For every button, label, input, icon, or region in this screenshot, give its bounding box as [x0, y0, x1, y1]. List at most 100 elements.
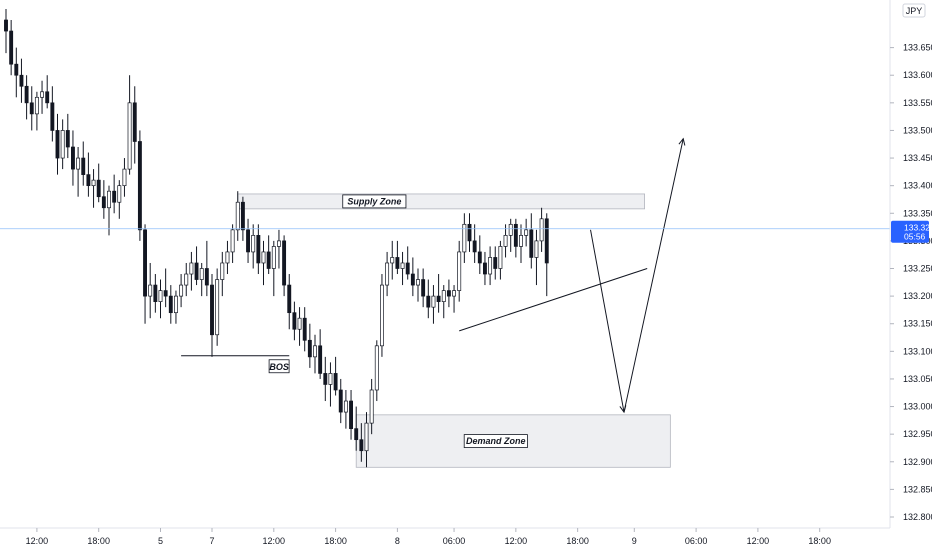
- candle: [148, 262, 153, 319]
- candle-body-up: [343, 400, 348, 413]
- candle: [462, 213, 467, 263]
- candle-body-up: [400, 262, 405, 269]
- candle: [96, 163, 101, 203]
- candle-body-down: [163, 290, 168, 297]
- candle-body-up: [390, 257, 395, 264]
- candle-body-down: [282, 240, 287, 286]
- candle-body-up: [225, 251, 230, 264]
- candle-body-down: [14, 63, 19, 76]
- time-axis[interactable]: 12:00 18:00 5 7 12:00 18:00 8 06:00 12:00 18:00 9 0…: [26, 528, 831, 546]
- candle: [282, 235, 287, 297]
- currency-badge[interactable]: [902, 3, 926, 18]
- price-tick-label: 133.350: [903, 208, 932, 218]
- candle: [271, 240, 276, 297]
- time-tick-label: 12:00: [26, 536, 49, 546]
- candle-body-down: [45, 91, 50, 104]
- candle: [81, 141, 86, 186]
- candle-body-up: [122, 168, 127, 187]
- candle: [452, 285, 457, 313]
- candle-body-up: [416, 279, 420, 286]
- candle: [307, 323, 312, 368]
- candle-body-down: [323, 373, 328, 385]
- candle-body-down: [4, 19, 8, 32]
- supply-zone-label-box: [342, 194, 407, 209]
- candle: [333, 356, 338, 396]
- price-tick-label: 133.600: [903, 70, 932, 80]
- candle: [65, 113, 70, 159]
- time-tick-label: 12:00: [263, 536, 286, 546]
- projection-arrowhead-up: [678, 137, 686, 146]
- candle: [410, 257, 415, 297]
- time-tick-label: 9: [632, 536, 637, 546]
- price-tick-label: 133.550: [903, 98, 932, 108]
- candle-body-up: [76, 157, 81, 170]
- candle-body-up: [328, 373, 333, 385]
- candle: [60, 119, 65, 170]
- candle: [199, 262, 204, 297]
- projection-arrowhead-down: [619, 405, 627, 414]
- candle-body-down: [421, 279, 426, 297]
- candle: [220, 251, 225, 297]
- candle-body-up: [251, 235, 256, 253]
- candle: [328, 362, 333, 407]
- candle-body-down: [405, 262, 410, 275]
- candle-body-down: [359, 439, 364, 452]
- candle: [240, 196, 245, 241]
- candle-body-down: [132, 102, 137, 142]
- candle-body-up: [235, 201, 240, 231]
- candle: [194, 246, 199, 286]
- candle-body-up: [189, 262, 194, 275]
- candle: [210, 274, 214, 357]
- candle-body-up: [431, 295, 436, 308]
- candle-body-down: [194, 262, 199, 280]
- candle-body-down: [240, 201, 245, 231]
- candle-body-up: [184, 273, 189, 286]
- price-tick-label: 133.100: [903, 346, 932, 356]
- candle: [4, 8, 8, 54]
- candle-body-up: [503, 235, 508, 247]
- candle: [137, 130, 142, 241]
- candle-body-up: [313, 345, 317, 358]
- candle-body-up: [174, 295, 178, 314]
- candle: [34, 91, 39, 131]
- candle-body-down: [112, 190, 117, 203]
- candle-body-down: [50, 102, 55, 131]
- candle: [323, 356, 328, 402]
- candle-body-up: [271, 246, 276, 269]
- candle-body-up: [220, 262, 225, 280]
- candle-body-up: [215, 279, 220, 336]
- price-axis[interactable]: 132.800 132.850 132.900 132.950 133.000 133.0…: [890, 43, 932, 522]
- candle: [477, 235, 482, 275]
- candle: [70, 130, 75, 186]
- candle-body-down: [65, 130, 70, 148]
- candle: [467, 213, 472, 252]
- price-tick-label: 132.950: [903, 429, 932, 439]
- bos-label: BOS: [269, 362, 289, 372]
- candle: [127, 75, 132, 175]
- candle: [472, 224, 477, 263]
- candle: [338, 378, 343, 424]
- candle: [225, 240, 230, 275]
- candle: [277, 229, 281, 269]
- candle: [251, 224, 256, 269]
- candle: [50, 86, 55, 142]
- candle: [483, 251, 487, 286]
- drawings-layer: BOS: [181, 137, 686, 414]
- candle-body-down: [338, 389, 343, 413]
- candle: [421, 268, 426, 308]
- price-tick-label: 133.200: [903, 291, 932, 301]
- candle: [235, 191, 240, 241]
- candle: [158, 279, 163, 319]
- candle: [441, 285, 446, 319]
- candle-body-down: [153, 284, 158, 302]
- time-tick-label: 06:00: [443, 536, 466, 546]
- candle: [287, 274, 292, 330]
- price-tick-label: 132.850: [903, 484, 932, 494]
- candle-body-down: [24, 85, 29, 104]
- demand-zone-label-box: [463, 434, 528, 448]
- candle: [529, 213, 534, 269]
- time-tick-label: 12:00: [505, 536, 528, 546]
- candle: [19, 58, 24, 103]
- candle: [457, 240, 462, 302]
